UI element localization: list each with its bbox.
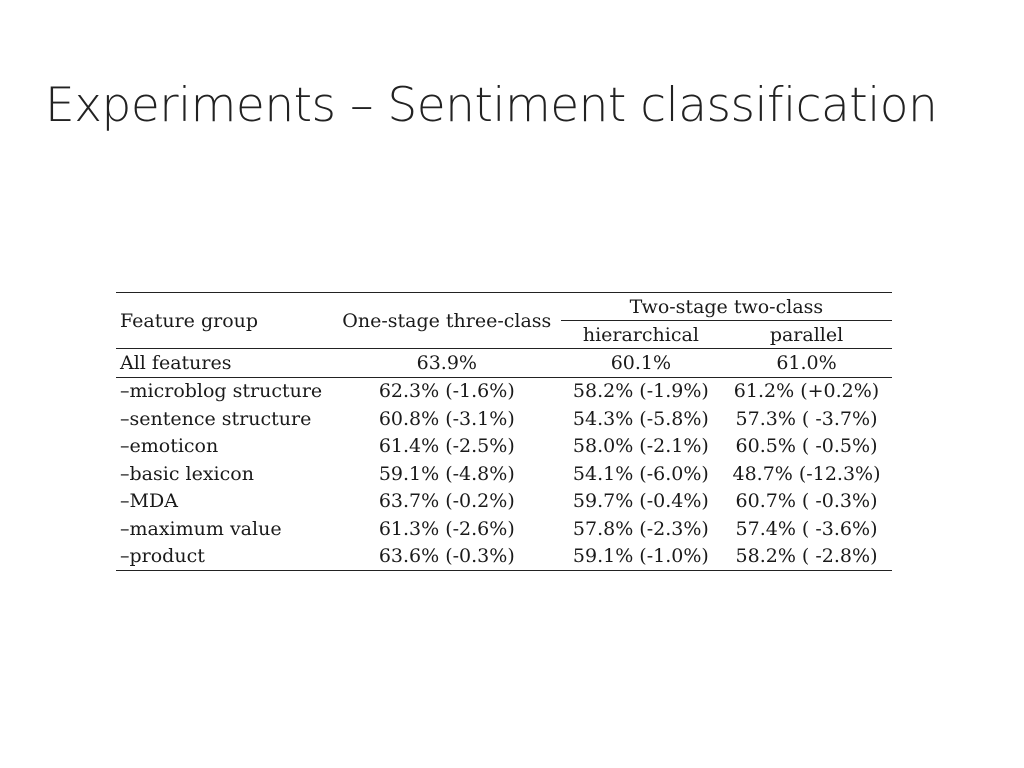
header-hierarchical: hierarchical	[582, 323, 699, 346]
table-row: –microblog structure 62.3% (-1.6%) 58.2% (…	[116, 376, 892, 405]
cell-parallel: 61.2% (+0.2%)	[721, 376, 892, 405]
table-row: –basic lexicon 59.1% (-4.8%) 54.1% (-6.0%)…	[116, 460, 892, 488]
cell-hierarchical: 59.1% (-1.0%)	[560, 542, 722, 571]
row-label: –maximum value	[120, 517, 282, 540]
cell-parallel: 58.2% ( -2.8%)	[721, 542, 892, 571]
cell-parallel: 57.4% ( -3.6%)	[735, 517, 878, 540]
row-label: All features	[116, 348, 333, 377]
header-feature-group: Feature group	[116, 292, 333, 349]
cell-parallel: 60.7% ( -0.3%)	[735, 490, 878, 513]
cell-hierarchical: 58.2% (-1.9%)	[560, 376, 722, 405]
row-label: –sentence structure	[120, 407, 312, 430]
cell-parallel: 57.3% ( -3.7%)	[735, 407, 878, 430]
cell-hierarchical: 54.1% (-6.0%)	[572, 462, 709, 485]
cell-hierarchical: 58.0% (-2.1%)	[572, 435, 709, 458]
cell-hierarchical: 59.7% (-0.4%)	[572, 490, 709, 513]
cell-hierarchical: 60.1%	[560, 348, 722, 377]
table-header-row-1: Feature group One-stage three-class Two-…	[116, 292, 892, 349]
cell-hierarchical: 57.8% (-2.3%)	[572, 517, 709, 540]
table-row: –product 63.6% (-0.3%) 59.1% (-1.0%) 58.2% …	[116, 542, 892, 571]
cell-one-stage: 61.4% (-2.5%)	[378, 435, 515, 458]
cell-parallel: 60.5% ( -0.5%)	[735, 435, 878, 458]
row-label: –microblog structure	[116, 376, 333, 405]
table-row: –emoticon 61.4% (-2.5%) 58.0% (-2.1%) 60.5%…	[116, 433, 892, 461]
table-header-row-2: hierarchical parallel	[116, 321, 892, 349]
cell-one-stage: 63.9%	[332, 348, 561, 377]
table-row: –MDA 63.7% (-0.2%) 59.7% (-0.4%) 60.7% ( -0…	[116, 488, 892, 516]
cell-one-stage: 63.6% (-0.3%)	[332, 542, 561, 571]
header-parallel: parallel	[769, 323, 844, 346]
results-table: Feature group One-stage three-class Two-…	[116, 292, 892, 571]
header-one-stage: One-stage three-class	[332, 292, 561, 349]
header-two-stage: Two-stage two-class	[560, 292, 892, 321]
slide-title: Experiments – Sentiment classification	[45, 78, 938, 133]
row-label: –product	[116, 542, 333, 571]
row-label: –MDA	[120, 490, 178, 513]
cell-one-stage: 61.3% (-2.6%)	[378, 517, 515, 540]
row-label: –basic lexicon	[120, 462, 254, 485]
cell-one-stage: 62.3% (-1.6%)	[332, 376, 561, 405]
cell-parallel: 48.7% (-12.3%)	[732, 462, 881, 485]
table-row: –sentence structure 60.8% (-3.1%) 54.3% (-…	[116, 405, 892, 433]
cell-parallel: 61.0%	[721, 348, 892, 377]
table-row: –maximum value 61.3% (-2.6%) 57.8% (-2.3%)…	[116, 515, 892, 543]
table-row-all-features: All features 63.9% 60.1% 61.0%	[116, 348, 892, 377]
cell-one-stage: 59.1% (-4.8%)	[378, 462, 515, 485]
cell-one-stage: 63.7% (-0.2%)	[378, 490, 515, 513]
cell-one-stage: 60.8% (-3.1%)	[378, 407, 515, 430]
ablation-rows: –microblog structure 62.3% (-1.6%) 58.2% (…	[116, 376, 892, 571]
results-table-container: Feature group One-stage three-class Two-…	[116, 292, 892, 571]
row-label: –emoticon	[120, 435, 219, 458]
cell-hierarchical: 54.3% (-5.8%)	[572, 407, 709, 430]
